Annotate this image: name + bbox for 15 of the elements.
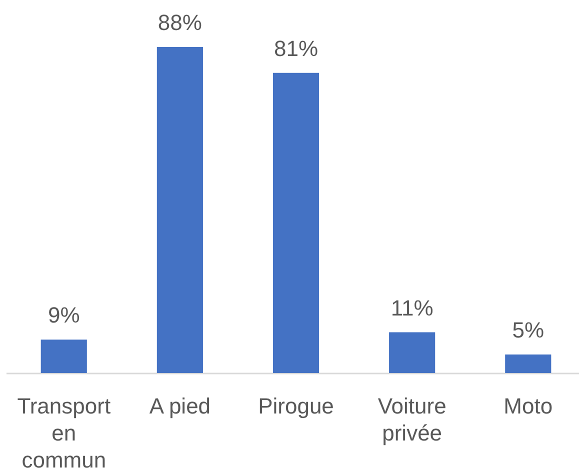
data-label: 9% xyxy=(48,302,80,328)
bar xyxy=(272,72,320,373)
data-label: 88% xyxy=(158,10,202,35)
bar xyxy=(505,354,552,373)
bar xyxy=(389,332,436,373)
bar xyxy=(40,340,87,373)
x-tick-label: A pied xyxy=(149,394,211,418)
x-tick-label: Voiture privée xyxy=(378,394,446,446)
x-tick-label: Pirogue xyxy=(258,394,334,418)
bar xyxy=(156,47,203,373)
x-tick-label: Moto xyxy=(504,394,553,418)
data-label: 5% xyxy=(512,317,544,342)
x-tick-label: Transport en commun xyxy=(17,394,111,472)
data-label: 11% xyxy=(390,295,434,320)
data-label: 81% xyxy=(274,36,318,61)
